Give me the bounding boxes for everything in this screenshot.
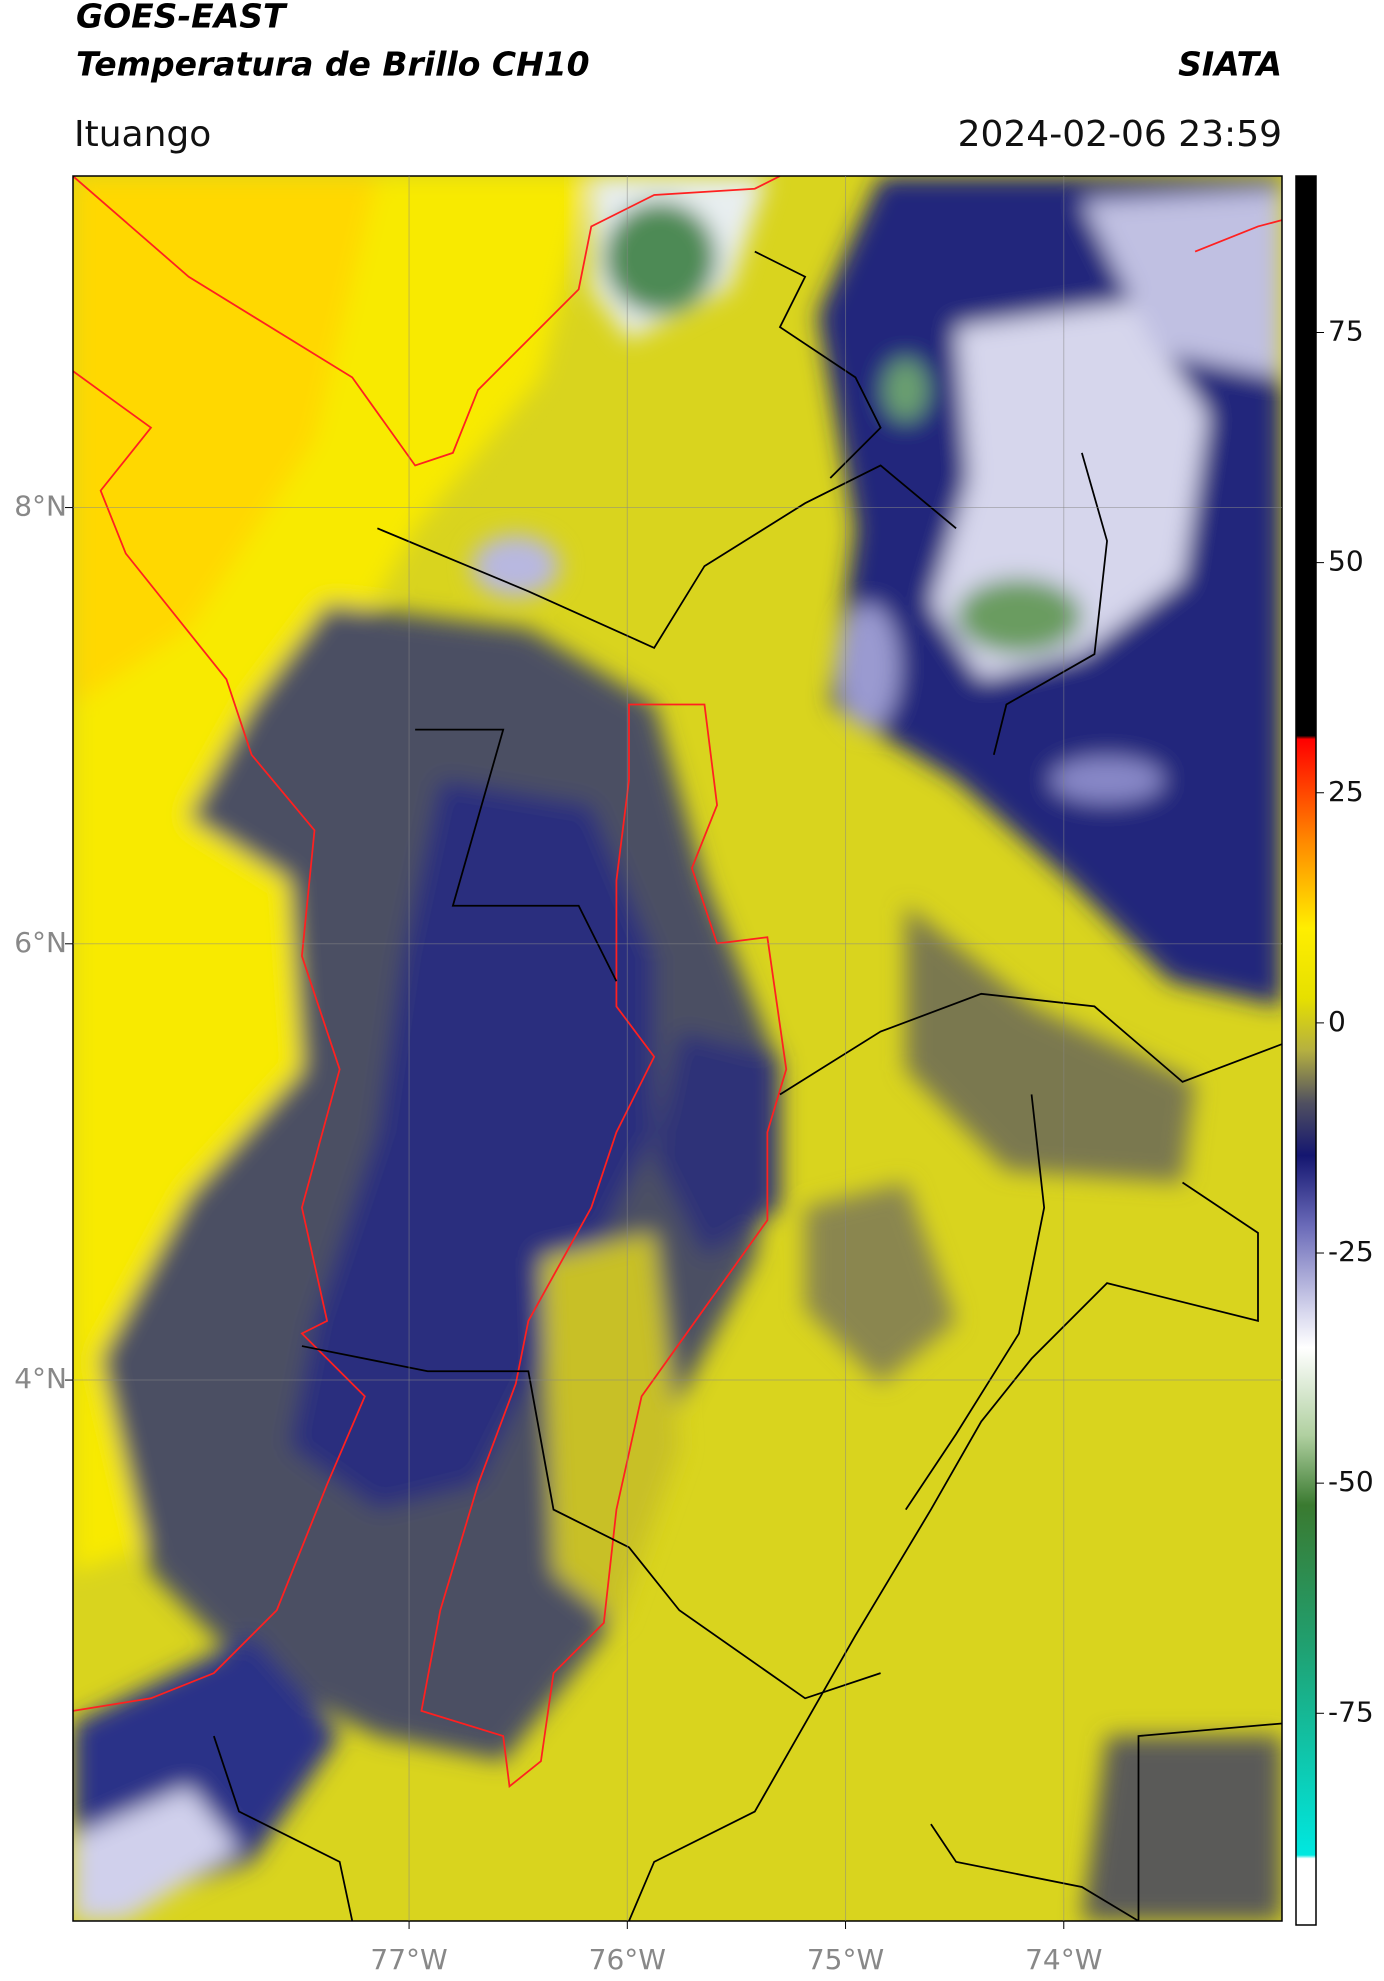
location: Ituango bbox=[74, 114, 211, 155]
colorbar-tick-label: -25 bbox=[1328, 1235, 1374, 1268]
agency: SIATA bbox=[1178, 45, 1282, 84]
x-tick-label: 75°W bbox=[807, 1943, 884, 1976]
colorbar-tick-label: -75 bbox=[1328, 1695, 1374, 1728]
y-tick-label: 6°N bbox=[14, 926, 67, 959]
source-title: GOES-EAST bbox=[76, 0, 288, 36]
datetime: 2024-02-06 23:59 bbox=[958, 114, 1282, 155]
colorbar-tick-label: 25 bbox=[1328, 775, 1364, 808]
colorbar-tick-label: 0 bbox=[1328, 1005, 1346, 1038]
colorbar-tick-label: 50 bbox=[1328, 545, 1364, 578]
product-title: Temperatura de Brillo CH10 bbox=[76, 45, 590, 84]
colorbar-tick-label: 75 bbox=[1328, 314, 1364, 347]
y-tick-label: 8°N bbox=[14, 490, 67, 523]
x-tick-label: 77°W bbox=[370, 1943, 447, 1976]
colorbar-tick-label: -50 bbox=[1328, 1465, 1374, 1498]
map-frame bbox=[72, 175, 1283, 1922]
x-tick-label: 76°W bbox=[589, 1943, 666, 1976]
y-tick-label: 4°N bbox=[14, 1362, 67, 1395]
colorbar bbox=[1295, 175, 1317, 1926]
satellite-image bbox=[73, 176, 1282, 1921]
x-tick-label: 74°W bbox=[1025, 1943, 1102, 1976]
